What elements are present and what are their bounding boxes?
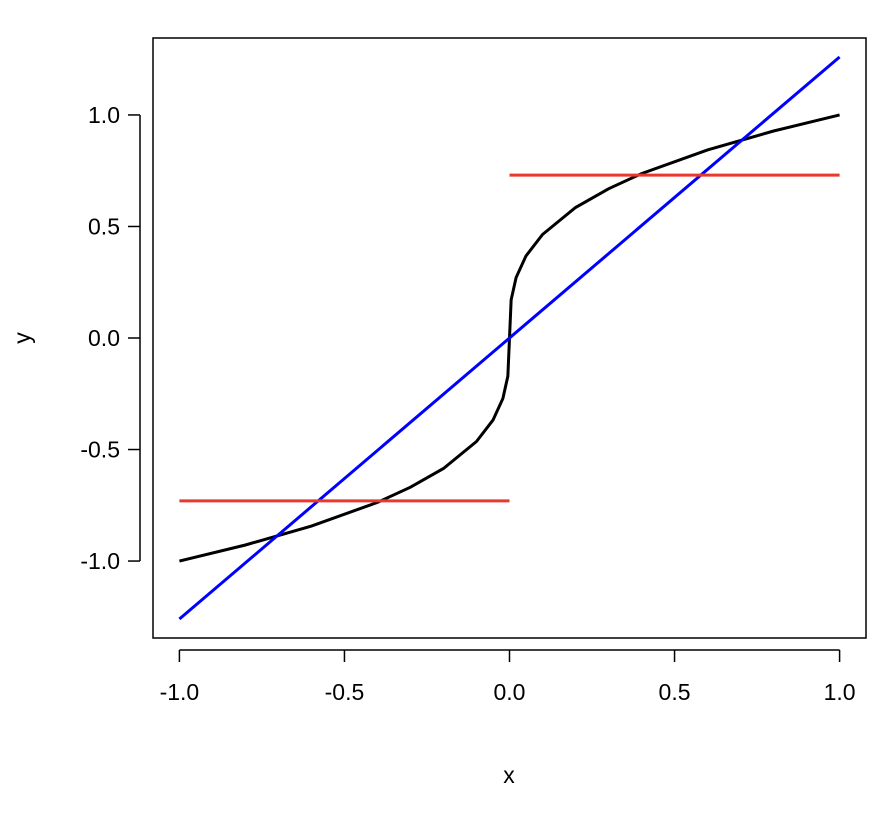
x-tick-label: 0.5 (659, 679, 691, 705)
y-tick-label: 0.0 (88, 325, 120, 351)
y-tick-label: 0.5 (88, 213, 120, 239)
x-tick-label: 1.0 (824, 679, 856, 705)
series-line (178, 55, 841, 621)
y-tick-label: -0.5 (80, 437, 120, 463)
series-line (179, 173, 840, 503)
x-tick-label: -1.0 (160, 679, 200, 705)
plot-box (152, 37, 867, 639)
x-tick-label: -0.5 (325, 679, 365, 705)
y-tick-label: -1.0 (80, 548, 120, 574)
y-axis-label: y (9, 332, 35, 344)
x-axis-label: x (503, 762, 515, 788)
x-tick-label: 0.0 (494, 679, 526, 705)
y-tick-label: 1.0 (88, 102, 120, 128)
